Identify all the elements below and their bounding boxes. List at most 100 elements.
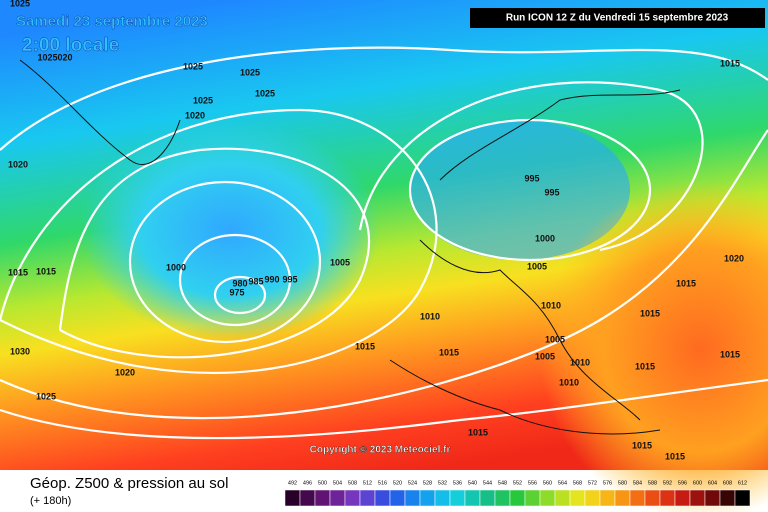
isobar-label: 1015 [635,361,655,371]
isobar-label: 1025 [10,0,30,8]
scale-label: 540 [468,480,477,486]
scale-label: 532 [438,480,447,486]
run-box [470,8,765,28]
isobar-label: 1005 [535,351,555,361]
scale-swatch [704,489,721,507]
footer-title: Géop. Z500 & pression au sol [30,475,228,492]
scale-label: 556 [528,480,537,486]
scale-label: 492 [288,480,297,486]
scale-swatch [314,489,331,507]
isobar-label: 995 [524,173,539,183]
isobar-label: 1000 [535,233,555,243]
isobar-label: 1010 [570,357,590,367]
scale-label: 508 [348,480,357,486]
color-scale: 492 496 500 504 508 512 516 520 524 528 532 536 540 5… [284,480,751,507]
isobars [0,46,768,440]
scale-swatch [404,489,421,507]
low-area [80,120,380,340]
isobar-labels: 1025 1025020 1025 1025 1025 1025 1020 1020 1015 1… [8,0,744,461]
scale-swatch [614,489,631,507]
scale-label: 496 [303,480,312,486]
scale-swatch [569,489,586,507]
isobar-label: 1025020 [37,52,72,62]
isobar-label: 1010 [541,300,561,310]
scale-swatch [599,489,616,507]
isobar-label: 995 [544,187,559,197]
scale-swatch [464,489,481,507]
isobar-label: 1025 [255,88,275,98]
scale-label: 576 [603,480,612,486]
scale-swatch [359,489,376,507]
isobar-label: 1025 [183,61,203,71]
scale-swatch [389,489,406,507]
scale-swatch [509,489,526,507]
scale-label: 524 [408,480,417,486]
date-label: Samedi 23 septembre 2023 [16,13,208,30]
isobar-label: 1015 [439,347,459,357]
isobar-label: 1020 [724,253,744,263]
scale-swatch [719,489,736,507]
scale-label: 548 [498,480,507,486]
scale-label: 516 [378,480,387,486]
scale-swatch [734,489,751,507]
isobar-label: 980 [232,278,247,288]
isobar-label: 1015 [676,278,696,288]
scale-swatch [479,489,496,507]
scale-swatch [374,489,391,507]
scale-label: 600 [693,480,702,486]
scale-label: 552 [513,480,522,486]
isobar-label: 1005 [545,334,565,344]
scale-label: 512 [363,480,372,486]
scale-swatch [494,489,511,507]
time-label: 2:00 locale [22,35,119,56]
scale-label: 536 [453,480,462,486]
isobar-label: 1010 [420,311,440,321]
scale-swatch [674,489,691,507]
scale-swatch [329,489,346,507]
scale-label: 544 [483,480,492,486]
isobar-label: 985 [248,276,263,286]
copyright: Copyright © 2023 Meteociel.fr [310,445,451,456]
isobar-label: 1005 [527,261,547,271]
scale-swatch [584,489,601,507]
isobar-label: 1000 [166,262,186,272]
scale-swatch [554,489,571,507]
isobar-label: 1015 [355,341,375,351]
isobar-label: 1025 [240,67,260,77]
scale-label: 612 [738,480,747,486]
scale-swatch [524,489,541,507]
isobar-label: 1015 [468,427,488,437]
isobar-label: 1015 [632,440,652,450]
scale-label: 608 [723,480,732,486]
scale-label: 572 [588,480,597,486]
scale-swatch [419,489,436,507]
isobar-label: 1025 [36,391,56,401]
scale-swatch [539,489,556,507]
isobar-label: 1020 [115,367,135,377]
scale-swatch [434,489,451,507]
scale-swatch [299,489,316,507]
isobar-label: 995 [282,274,297,284]
east-high [540,180,768,512]
isobar-label: 1010 [559,377,579,387]
scale-label: 584 [633,480,642,486]
scale-swatch [284,489,301,507]
footer-subtitle: (+ 180h) [30,495,71,507]
isobar-label: 1015 [640,308,660,318]
scale-label: 528 [423,480,432,486]
scale-swatch [629,489,646,507]
isobar-label: 1030 [10,346,30,356]
isobar-label: 1025 [193,95,213,105]
scale-label: 568 [573,480,582,486]
scale-label: 564 [558,480,567,486]
isobar-label: 1015 [665,451,685,461]
isobar-label: 1020 [8,159,28,169]
isobar-label: 1015 [720,58,740,68]
run-label: Run ICON 12 Z du Vendredi 15 septembre 2… [506,13,729,24]
scale-swatch [659,489,676,507]
isobar-label: 1020 [185,110,205,120]
scale-label: 504 [333,480,342,486]
scale-swatch [644,489,661,507]
